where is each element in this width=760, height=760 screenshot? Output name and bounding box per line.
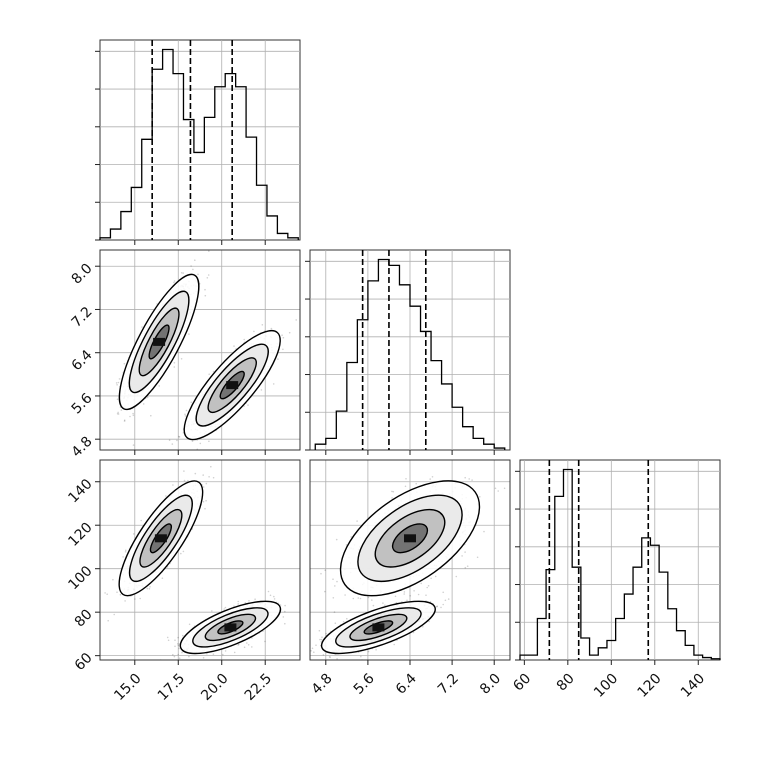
hist-p3-xtick-label: 120 <box>634 671 664 701</box>
hist-p3-xtick-label: 100 <box>591 671 621 701</box>
hist-p2 <box>305 249 511 455</box>
hist-p1-frame <box>99 39 301 241</box>
scatter-p3-p2-density-peak <box>372 623 385 632</box>
scatter-p3-p1: 60 80 100 120 140 15.0 17.5 20.0 22.5 <box>65 459 301 704</box>
scatter-p3-p2-density-peak <box>404 534 416 543</box>
scatter-p2-p1-ytick-label: 4.8 <box>69 434 96 461</box>
scatter-p2-p1: 4.8 5.6 6.4 7.2 8.0 <box>69 249 301 461</box>
scatter-p3-p1-ytick-label: 80 <box>72 607 96 631</box>
scatter-p3-p1-xtick-label: 22.5 <box>242 671 275 704</box>
hist-p3-xtick-label: 140 <box>678 671 708 701</box>
scatter-p2-p1-ytick-label: 8.0 <box>69 261 96 288</box>
scatter-p3-p1-ytick-label: 140 <box>65 476 95 506</box>
scatter-p3-p1-density-peak <box>224 623 237 632</box>
scatter-p3-p2-xtick-label: 8.0 <box>477 671 504 698</box>
scatter-p2-p1-density-peak <box>153 337 166 346</box>
scatter-p3-p1-ytick-label: 100 <box>65 563 95 593</box>
hist-p3: 60 80 100 120 140 <box>510 459 721 701</box>
scatter-p2-p1-ytick-label: 6.4 <box>69 347 96 374</box>
scatter-p2-p1-ytick-label: 5.6 <box>69 390 96 417</box>
scatter-p2-p1-density-peak <box>226 381 239 390</box>
scatter-p3-p1-xtick-label: 20.0 <box>198 671 231 704</box>
scatter-p3-p2-xtick-label: 6.4 <box>393 671 420 698</box>
hist-p3-frame <box>519 459 721 661</box>
scatter-p3-p2-xtick-label: 5.6 <box>351 671 378 698</box>
scatter-p3-p1-xtick-label: 17.5 <box>155 671 188 704</box>
scatter-p3-p2-xtick-label: 4.8 <box>309 671 336 698</box>
hist-p3-xtick-label: 60 <box>510 671 534 695</box>
scatter-p3-p1-ytick-label: 60 <box>72 650 96 674</box>
scatter-p3-p2-xtick-label: 7.2 <box>435 671 462 698</box>
scatter-p2-p1-ytick-label: 7.2 <box>69 304 96 331</box>
scatter-p3-p1-ytick-label: 120 <box>65 520 95 550</box>
scatter-p3-p2: 4.8 5.6 6.4 7.2 8.0 <box>309 459 511 698</box>
hist-p1-histogram <box>99 48 299 240</box>
hist-p2-histogram <box>314 258 506 450</box>
scatter-p3-p1-xtick-label: 15.0 <box>111 671 144 704</box>
hist-p1 <box>95 39 301 245</box>
hist-p3-histogram <box>519 468 721 660</box>
scatter-p3-p1-density-peak <box>154 534 167 543</box>
hist-p3-xtick-label: 80 <box>554 671 578 695</box>
hist-p3-grid <box>520 460 720 660</box>
